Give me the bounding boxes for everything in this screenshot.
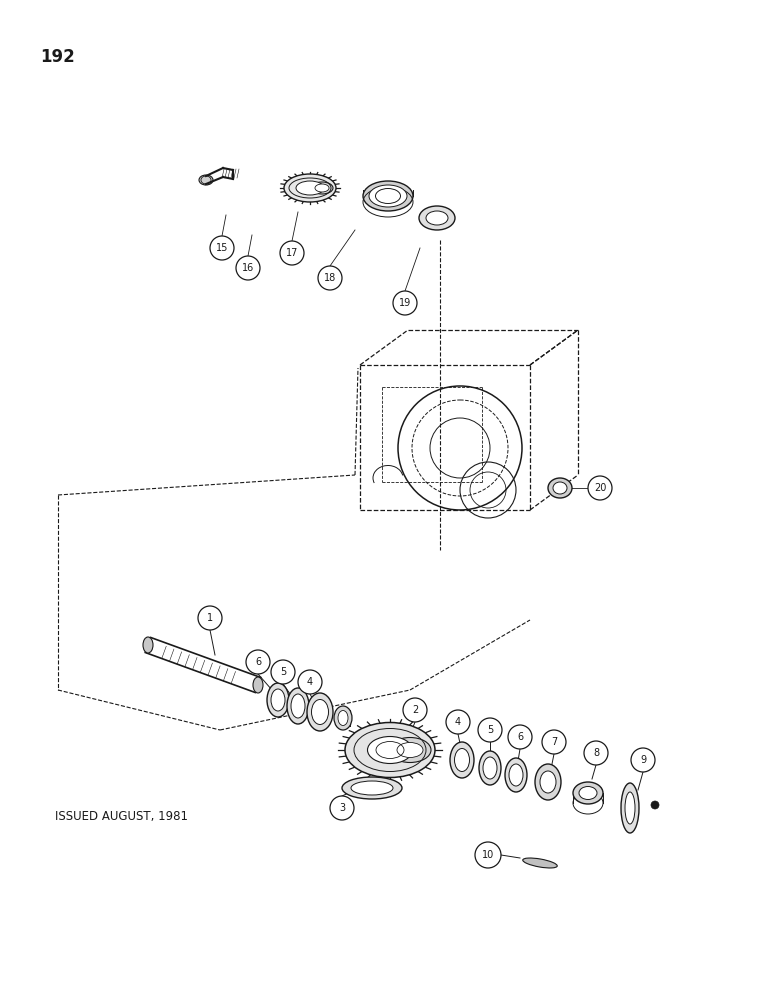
Text: 19: 19 — [399, 298, 411, 308]
Text: 15: 15 — [216, 243, 229, 253]
Text: 9: 9 — [640, 755, 646, 765]
Circle shape — [280, 241, 304, 265]
Circle shape — [298, 670, 322, 694]
Text: 10: 10 — [482, 850, 494, 860]
Circle shape — [588, 476, 612, 500]
Circle shape — [651, 801, 659, 809]
Ellipse shape — [342, 777, 402, 799]
Ellipse shape — [311, 182, 333, 194]
Text: 4: 4 — [455, 717, 461, 727]
Circle shape — [403, 698, 427, 722]
Ellipse shape — [315, 184, 329, 192]
Ellipse shape — [363, 181, 413, 211]
Text: ISSUED AUGUST, 1981: ISSUED AUGUST, 1981 — [55, 810, 188, 823]
Text: 1: 1 — [207, 613, 213, 623]
Text: 4: 4 — [307, 677, 313, 687]
Circle shape — [271, 660, 295, 684]
Ellipse shape — [426, 211, 448, 225]
Ellipse shape — [307, 693, 333, 731]
Ellipse shape — [351, 781, 393, 795]
Text: 18: 18 — [324, 273, 336, 283]
Ellipse shape — [267, 683, 289, 717]
Text: 6: 6 — [255, 657, 261, 667]
Circle shape — [584, 741, 608, 765]
Ellipse shape — [455, 748, 469, 772]
Text: 8: 8 — [593, 748, 599, 758]
Text: 17: 17 — [286, 248, 298, 258]
Circle shape — [446, 710, 470, 734]
Ellipse shape — [450, 742, 474, 778]
Text: 192: 192 — [40, 48, 75, 66]
Circle shape — [508, 725, 532, 749]
Ellipse shape — [579, 786, 597, 800]
Ellipse shape — [535, 764, 561, 800]
Circle shape — [198, 606, 222, 630]
Text: 20: 20 — [594, 483, 606, 493]
Ellipse shape — [621, 783, 639, 833]
Circle shape — [330, 796, 354, 820]
Ellipse shape — [271, 689, 285, 711]
Ellipse shape — [369, 185, 407, 207]
Ellipse shape — [338, 710, 348, 726]
Text: 2: 2 — [412, 705, 418, 715]
Ellipse shape — [334, 706, 352, 730]
Ellipse shape — [505, 758, 527, 792]
Ellipse shape — [553, 482, 567, 494]
Text: 7: 7 — [551, 737, 557, 747]
Text: 6: 6 — [517, 732, 523, 742]
Ellipse shape — [253, 677, 263, 693]
Circle shape — [393, 291, 417, 315]
Ellipse shape — [311, 700, 329, 724]
Ellipse shape — [523, 858, 557, 868]
Circle shape — [631, 748, 655, 772]
Text: 5: 5 — [487, 725, 493, 735]
Ellipse shape — [389, 738, 431, 762]
Ellipse shape — [345, 722, 435, 778]
Circle shape — [246, 650, 270, 674]
Ellipse shape — [625, 792, 635, 824]
Ellipse shape — [419, 206, 455, 230]
Ellipse shape — [296, 181, 324, 195]
Ellipse shape — [540, 771, 556, 793]
Ellipse shape — [483, 757, 497, 779]
Ellipse shape — [397, 742, 423, 758]
Ellipse shape — [573, 782, 603, 804]
Ellipse shape — [509, 764, 523, 786]
Ellipse shape — [284, 174, 336, 202]
Ellipse shape — [291, 694, 305, 718]
Circle shape — [542, 730, 566, 754]
Text: 5: 5 — [280, 667, 286, 677]
Circle shape — [210, 236, 234, 260]
Ellipse shape — [143, 637, 153, 653]
Circle shape — [478, 718, 502, 742]
Ellipse shape — [479, 751, 501, 785]
Text: 16: 16 — [242, 263, 254, 273]
Circle shape — [475, 842, 501, 868]
Ellipse shape — [548, 478, 572, 498]
Circle shape — [236, 256, 260, 280]
Text: 3: 3 — [339, 803, 345, 813]
Ellipse shape — [287, 688, 309, 724]
Ellipse shape — [367, 736, 412, 764]
Ellipse shape — [199, 175, 213, 185]
Circle shape — [318, 266, 342, 290]
